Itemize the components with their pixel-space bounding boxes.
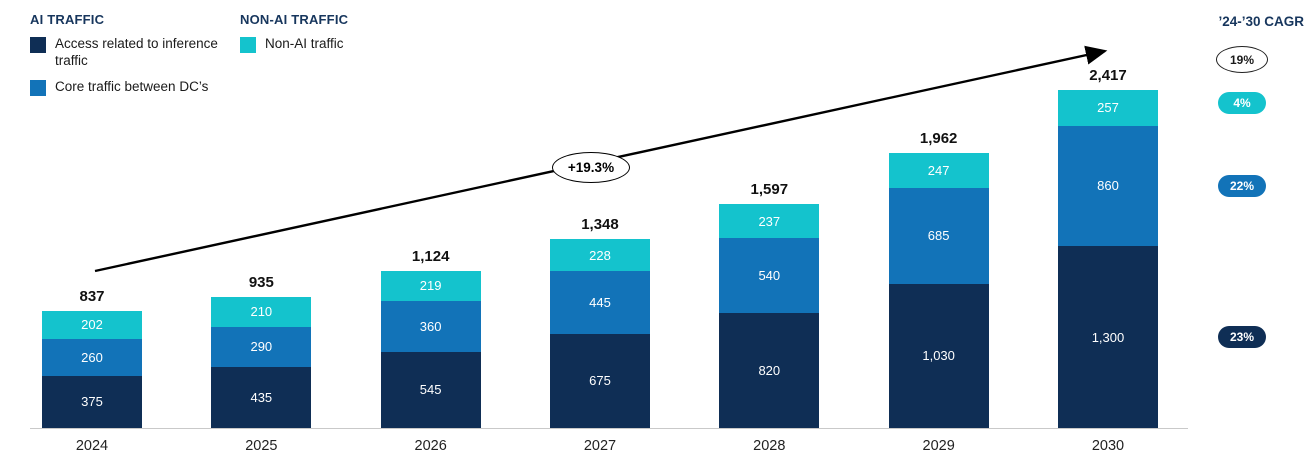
legend-non-ai-header: NON-AI TRAFFIC (240, 12, 349, 27)
bar-stack-2027: 228 445 675 (549, 239, 650, 428)
bar-total-label: 1,597 (750, 181, 789, 199)
segment-core-traffic-between-dc-s: 685 (888, 187, 989, 284)
bar-stack-2029: 247 685 1,030 (888, 153, 989, 428)
segment-value-label: 210 (250, 304, 273, 320)
cagr-badge-non-ai-traffic: 4% (1218, 92, 1266, 114)
legend-item-core-traffic: Core traffic between DC’s (30, 79, 226, 96)
non-ai-swatch-icon (240, 37, 256, 53)
segment-value-label: 675 (589, 373, 611, 389)
legend-item-access-inference: Access related to inference traffic (30, 36, 226, 70)
legend: AI TRAFFIC Access related to inference t… (30, 12, 436, 105)
segment-value-label: 290 (250, 339, 273, 355)
segment-value-label: 820 (758, 363, 781, 379)
segment-core-traffic-between-dc-s: 540 (719, 237, 820, 314)
cagr-header: ’24-’30 CAGR (1218, 14, 1304, 29)
bar-stack-2028: 237 540 820 (719, 204, 820, 428)
segment-value-label: 219 (419, 278, 442, 294)
bar-stack-2025: 210 290 435 (211, 297, 312, 428)
bar-column-2026: 1,124 219 360 545 2026 (375, 0, 487, 454)
segment-non-ai-traffic: 257 (1057, 89, 1158, 126)
cagr-badge-core-traffic-between-dcs: 22% (1218, 175, 1266, 197)
x-axis-label: 2028 (753, 438, 786, 454)
segment-value-label: 435 (250, 390, 273, 406)
segment-non-ai-traffic: 219 (380, 270, 481, 302)
bar-total-label: 837 (79, 287, 105, 305)
segment-non-ai-traffic: 247 (888, 153, 989, 188)
legend-item-label: Core traffic between DC’s (55, 78, 209, 94)
bar-column-2024: 837 202 260 375 2024 (36, 0, 148, 454)
segment-access-related-to-inference-traffic: 435 (211, 367, 312, 428)
segment-core-traffic-between-dc-s: 290 (211, 326, 312, 368)
bar-total-label: 1,124 (411, 247, 450, 265)
segment-non-ai-traffic: 210 (211, 297, 312, 327)
bar-column-2030: 2,417 257 860 1,300 2030 (1052, 0, 1164, 454)
segment-value-label: 685 (927, 228, 950, 244)
bar-column-2028: 1,597 237 540 820 2028 (713, 0, 825, 454)
bar-stack-2026: 219 360 545 (380, 270, 481, 428)
segment-access-related-to-inference-traffic: 675 (549, 333, 650, 428)
segment-value-label: 237 (758, 213, 781, 229)
segment-value-label: 1,300 (1091, 329, 1125, 345)
segment-core-traffic-between-dc-s: 360 (380, 301, 481, 352)
bar-total-label: 1,962 (919, 130, 958, 148)
legend-ai-traffic-column: AI TRAFFIC Access related to inference t… (30, 12, 226, 105)
segment-value-label: 247 (927, 163, 950, 179)
segment-value-label: 545 (419, 382, 442, 398)
segment-value-label: 260 (81, 349, 103, 365)
legend-ai-header: AI TRAFFIC (30, 12, 105, 27)
x-axis-label: 2024 (75, 438, 109, 454)
segment-core-traffic-between-dc-s: 445 (549, 271, 650, 334)
segment-access-related-to-inference-traffic: 375 (42, 375, 142, 428)
bar-column-2025: 935 210 290 435 2025 (205, 0, 317, 454)
cagr-badge-list: 19% 4% 22% 23% (1192, 0, 1292, 471)
access-inference-swatch-icon (30, 37, 46, 53)
core-traffic-swatch-icon (30, 79, 46, 96)
segment-non-ai-traffic: 228 (549, 239, 650, 272)
x-axis-label: 2026 (414, 438, 447, 454)
legend-item-label: Access related to inference traffic (55, 36, 218, 68)
segment-access-related-to-inference-traffic: 1,030 (888, 283, 989, 428)
x-axis-label: 2025 (245, 438, 278, 454)
segment-value-label: 257 (1097, 100, 1119, 116)
legend-non-ai-traffic-column: NON-AI TRAFFIC Non-AI traffic (240, 12, 436, 105)
bar-stack-2030: 257 860 1,300 (1057, 89, 1158, 428)
segment-non-ai-traffic: 237 (719, 204, 820, 238)
bar-total-label: 2,417 (1089, 66, 1127, 84)
segment-value-label: 1,030 (922, 348, 955, 364)
bar-total-label: 935 (248, 274, 274, 292)
x-axis-line (30, 428, 1188, 429)
segment-core-traffic-between-dc-s: 260 (42, 339, 142, 376)
segment-value-label: 445 (589, 294, 611, 310)
cagr-badge-total: 19% (1216, 46, 1268, 73)
cagr-badge-access-inference-traffic: 23% (1218, 326, 1266, 348)
segment-value-label: 540 (758, 267, 781, 283)
segment-value-label: 202 (81, 317, 103, 333)
legend-item-non-ai: Non-AI traffic (240, 36, 436, 53)
segment-value-label: 360 (419, 319, 442, 334)
legend-item-label: Non-AI traffic (265, 36, 344, 51)
segment-access-related-to-inference-traffic: 820 (719, 313, 820, 428)
growth-rate-badge: +19.3% (552, 152, 630, 183)
bar-column-2027: 1,348 228 445 675 2027 (544, 0, 656, 454)
bar-total-label: 1,348 (581, 216, 619, 234)
segment-access-related-to-inference-traffic: 1,300 (1057, 246, 1158, 428)
segment-value-label: 375 (81, 394, 103, 410)
segment-value-label: 228 (589, 247, 611, 263)
x-axis-label: 2029 (922, 438, 955, 454)
bar-stack-2024: 202 260 375 (42, 310, 142, 428)
segment-value-label: 860 (1097, 178, 1119, 194)
x-axis-label: 2027 (583, 438, 617, 454)
bar-column-2029: 1,962 247 685 1,030 2029 (883, 0, 995, 454)
x-axis-label: 2030 (1091, 438, 1125, 454)
segment-core-traffic-between-dc-s: 860 (1057, 125, 1158, 246)
segment-non-ai-traffic: 202 (42, 310, 142, 340)
segment-access-related-to-inference-traffic: 545 (380, 351, 481, 428)
